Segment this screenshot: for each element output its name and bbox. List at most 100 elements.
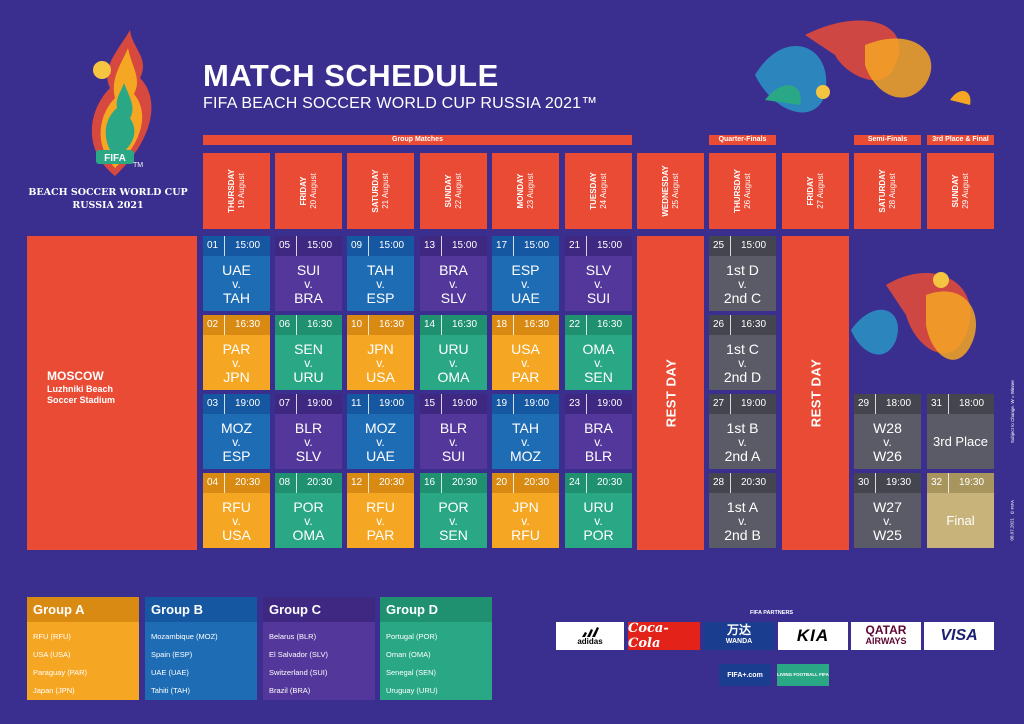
match-header: 22 16:30 (565, 315, 632, 335)
away-team: SEN (584, 368, 613, 385)
match-time: 15:00 (306, 240, 333, 251)
stage-bar-sf: Semi-Finals (854, 135, 921, 145)
match-header: 11 19:00 (347, 394, 414, 414)
match-header: 26 16:30 (709, 315, 776, 335)
away-team: BRA (294, 289, 323, 306)
match-card: 24 20:30 URU v. POR (565, 473, 632, 548)
home-team: TAH (367, 261, 394, 278)
versus-label: v. (738, 355, 747, 370)
match-card: 12 20:30 RFU v. PAR (347, 473, 414, 548)
match-number: 04 (203, 473, 225, 493)
venue-city: MOSCOW (47, 369, 104, 383)
day-header: FRIDAY 27 August (782, 153, 849, 229)
day-header: MONDAY 23 August (492, 153, 559, 229)
match-header: 23 19:00 (565, 394, 632, 414)
match-time: 16:30 (378, 319, 405, 330)
home-team: W27 (873, 498, 902, 515)
match-card: 03 19:00 MOZ v. ESP (203, 394, 270, 469)
away-team: 2nd D (723, 368, 762, 385)
match-time: 19:00 (523, 398, 550, 409)
rest-day-block: REST DAY (782, 236, 849, 550)
versus-label: v. (521, 434, 530, 449)
team: Japan (JPN) (33, 686, 75, 695)
versus-label: v. (449, 355, 458, 370)
versus-label: v. (738, 276, 747, 291)
home-team: MOZ (364, 419, 397, 436)
match-card: 15 19:00 BLR v. SUI (420, 394, 487, 469)
match-number: 28 (709, 473, 731, 493)
match-number: 12 (347, 473, 369, 493)
away-team: ESP (366, 289, 395, 306)
match-card: 17 15:00 ESP v. UAE (492, 236, 559, 311)
partners-label: FIFA PARTNERS (750, 610, 794, 616)
match-number: 06 (275, 315, 297, 335)
away-team: SUI (586, 289, 611, 306)
match-card: 18 16:30 USA v. PAR (492, 315, 559, 390)
match-number: 25 (709, 236, 731, 256)
match-time: 19:00 (596, 398, 623, 409)
match-time: 18:00 (958, 398, 985, 409)
versus-label: v. (883, 434, 892, 449)
group-a-box: Group A RFU (RFU) USA (USA) Paraguay (PAR)… (27, 597, 139, 700)
match-card: 23 19:00 BRA v. BLR (565, 394, 632, 469)
logo-line2: RUSSIA 2021 (72, 200, 144, 211)
day-header: THURSDAY 19 August (203, 153, 270, 229)
match-time: 18:00 (885, 398, 912, 409)
home-team: SEN (294, 340, 323, 357)
home-team: POR (293, 498, 324, 515)
match-card: 08 20:30 POR v. OMA (275, 473, 342, 548)
match-time: 15:00 (234, 240, 261, 251)
home-team: W28 (873, 419, 902, 436)
page-title: MATCH SCHEDULE (203, 58, 499, 93)
home-team: TAH (512, 419, 539, 436)
versus-label: v. (304, 434, 313, 449)
match-header: 04 20:30 (203, 473, 270, 493)
match-number: 05 (275, 236, 297, 256)
match-time: 16:30 (596, 319, 623, 330)
away-team: OMA (437, 368, 470, 385)
match-time: 20:30 (378, 477, 405, 488)
match-card: 13 15:00 BRA v. SLV (420, 236, 487, 311)
match-number: 03 (203, 394, 225, 414)
match-card: 22 16:30 OMA v. SEN (565, 315, 632, 390)
match-time: 15:00 (378, 240, 405, 251)
away-team: POR (583, 526, 614, 543)
group-c-box: Group C Belarus (BLR) El Salvador (SLV) Sw… (263, 597, 375, 700)
team: Mozambique (MOZ) (151, 632, 218, 641)
versus-label: v. (449, 276, 458, 291)
away-team: SLV (440, 289, 467, 306)
versus-label: v. (232, 355, 241, 370)
match-card: 30 19:30 W27 v. W25 (854, 473, 921, 548)
match-header: 12 20:30 (347, 473, 414, 493)
match-header: 31 18:00 (927, 394, 994, 414)
match-header: 09 15:00 (347, 236, 414, 256)
home-team: SUI (296, 261, 321, 278)
versus-label: v. (594, 276, 603, 291)
day-header: TUESDAY 24 August (565, 153, 632, 229)
match-card: 05 15:00 SUI v. BRA (275, 236, 342, 311)
match-time: 16:30 (306, 319, 333, 330)
group-title: Group B (145, 597, 257, 622)
home-team: UAE (222, 261, 251, 278)
match-label: 3rd Place (933, 433, 988, 449)
qatar-airways-logo: QATAR AIRWAYS (851, 622, 921, 650)
match-card: 19 19:00 TAH v. MOZ (492, 394, 559, 469)
match-card: 32 19:30 Final (927, 473, 994, 548)
home-team: ESP (511, 261, 540, 278)
match-number: 31 (927, 394, 949, 414)
living-football-logo: LIVING FOOTBALL FIFA (777, 664, 829, 686)
away-team: OMA (292, 526, 325, 543)
away-team: MOZ (509, 447, 542, 464)
versus-label: v. (521, 355, 530, 370)
versus-label: v. (376, 434, 385, 449)
wanda-logo: 万达 WANDA (703, 622, 775, 650)
group-d-box: Group D Portugal (POR) Oman (OMA) Senegal … (380, 597, 492, 700)
match-header: 07 19:00 (275, 394, 342, 414)
home-team: RFU (366, 498, 395, 515)
team: Tahiti (TAH) (151, 686, 191, 695)
day-header: WEDNESDAY 25 August (637, 153, 704, 229)
match-header: 13 15:00 (420, 236, 487, 256)
away-team: URU (293, 368, 324, 385)
adidas-logo: adidas (556, 622, 624, 650)
